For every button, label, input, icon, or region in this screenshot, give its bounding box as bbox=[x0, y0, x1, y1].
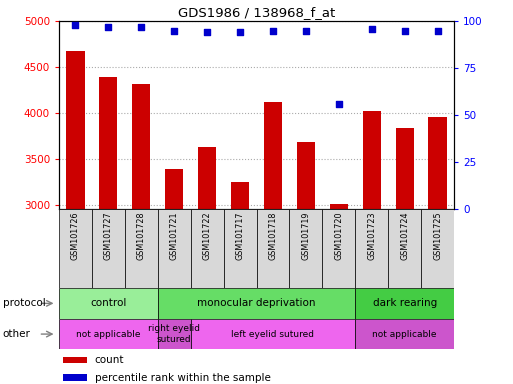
Bar bbox=[330, 204, 348, 209]
Bar bbox=[59, 319, 158, 349]
Point bbox=[137, 24, 145, 30]
Bar bbox=[256, 209, 289, 288]
Point bbox=[368, 26, 376, 32]
Text: right eyelid
sutured: right eyelid sutured bbox=[148, 324, 200, 344]
Bar bbox=[66, 51, 85, 209]
Bar bbox=[421, 209, 454, 288]
Text: GSM101724: GSM101724 bbox=[400, 212, 409, 260]
Text: monocular deprivation: monocular deprivation bbox=[198, 298, 315, 308]
Bar bbox=[158, 209, 191, 288]
Text: GSM101725: GSM101725 bbox=[433, 212, 442, 260]
Point bbox=[203, 29, 211, 35]
Bar bbox=[231, 182, 249, 209]
Bar bbox=[396, 127, 413, 209]
Bar bbox=[264, 103, 282, 209]
Text: not applicable: not applicable bbox=[372, 329, 437, 339]
Bar bbox=[63, 357, 87, 363]
Text: GSM101723: GSM101723 bbox=[367, 212, 376, 260]
Bar bbox=[59, 288, 158, 319]
Text: protocol: protocol bbox=[3, 298, 45, 308]
Point bbox=[104, 24, 112, 30]
Bar bbox=[92, 209, 125, 288]
Text: GSM101728: GSM101728 bbox=[137, 212, 146, 260]
Text: control: control bbox=[90, 298, 127, 308]
Text: GSM101721: GSM101721 bbox=[170, 212, 179, 260]
Bar bbox=[132, 84, 150, 209]
Point bbox=[71, 22, 80, 28]
Point bbox=[269, 28, 277, 34]
Text: GSM101722: GSM101722 bbox=[203, 212, 212, 260]
Bar bbox=[198, 147, 216, 209]
Text: GSM101727: GSM101727 bbox=[104, 212, 113, 260]
Bar bbox=[158, 288, 355, 319]
Point bbox=[401, 28, 409, 34]
Text: GSM101720: GSM101720 bbox=[334, 212, 343, 260]
Bar bbox=[355, 288, 454, 319]
Bar bbox=[165, 169, 183, 209]
Bar bbox=[59, 209, 92, 288]
Point bbox=[236, 29, 244, 35]
Bar bbox=[224, 209, 256, 288]
Bar bbox=[428, 117, 447, 209]
Point bbox=[433, 28, 442, 34]
Bar bbox=[363, 111, 381, 209]
Bar bbox=[297, 142, 315, 209]
Text: left eyelid sutured: left eyelid sutured bbox=[231, 329, 314, 339]
Point bbox=[302, 28, 310, 34]
Bar bbox=[289, 209, 322, 288]
Text: GSM101717: GSM101717 bbox=[235, 212, 245, 260]
Text: not applicable: not applicable bbox=[76, 329, 141, 339]
Bar bbox=[100, 77, 117, 209]
Text: GDS1986 / 138968_f_at: GDS1986 / 138968_f_at bbox=[178, 7, 335, 19]
Text: GSM101718: GSM101718 bbox=[268, 212, 278, 260]
Bar bbox=[191, 209, 224, 288]
Point bbox=[334, 101, 343, 107]
Bar bbox=[125, 209, 158, 288]
Bar bbox=[63, 374, 87, 381]
Text: percentile rank within the sample: percentile rank within the sample bbox=[94, 373, 270, 383]
Text: dark rearing: dark rearing bbox=[372, 298, 437, 308]
Bar bbox=[322, 209, 355, 288]
Bar bbox=[158, 319, 191, 349]
Text: GSM101726: GSM101726 bbox=[71, 212, 80, 260]
Bar bbox=[355, 319, 454, 349]
Point bbox=[170, 28, 179, 34]
Bar bbox=[355, 209, 388, 288]
Text: count: count bbox=[94, 356, 124, 366]
Text: GSM101719: GSM101719 bbox=[301, 212, 310, 260]
Text: other: other bbox=[3, 329, 30, 339]
Bar bbox=[191, 319, 355, 349]
Bar bbox=[388, 209, 421, 288]
